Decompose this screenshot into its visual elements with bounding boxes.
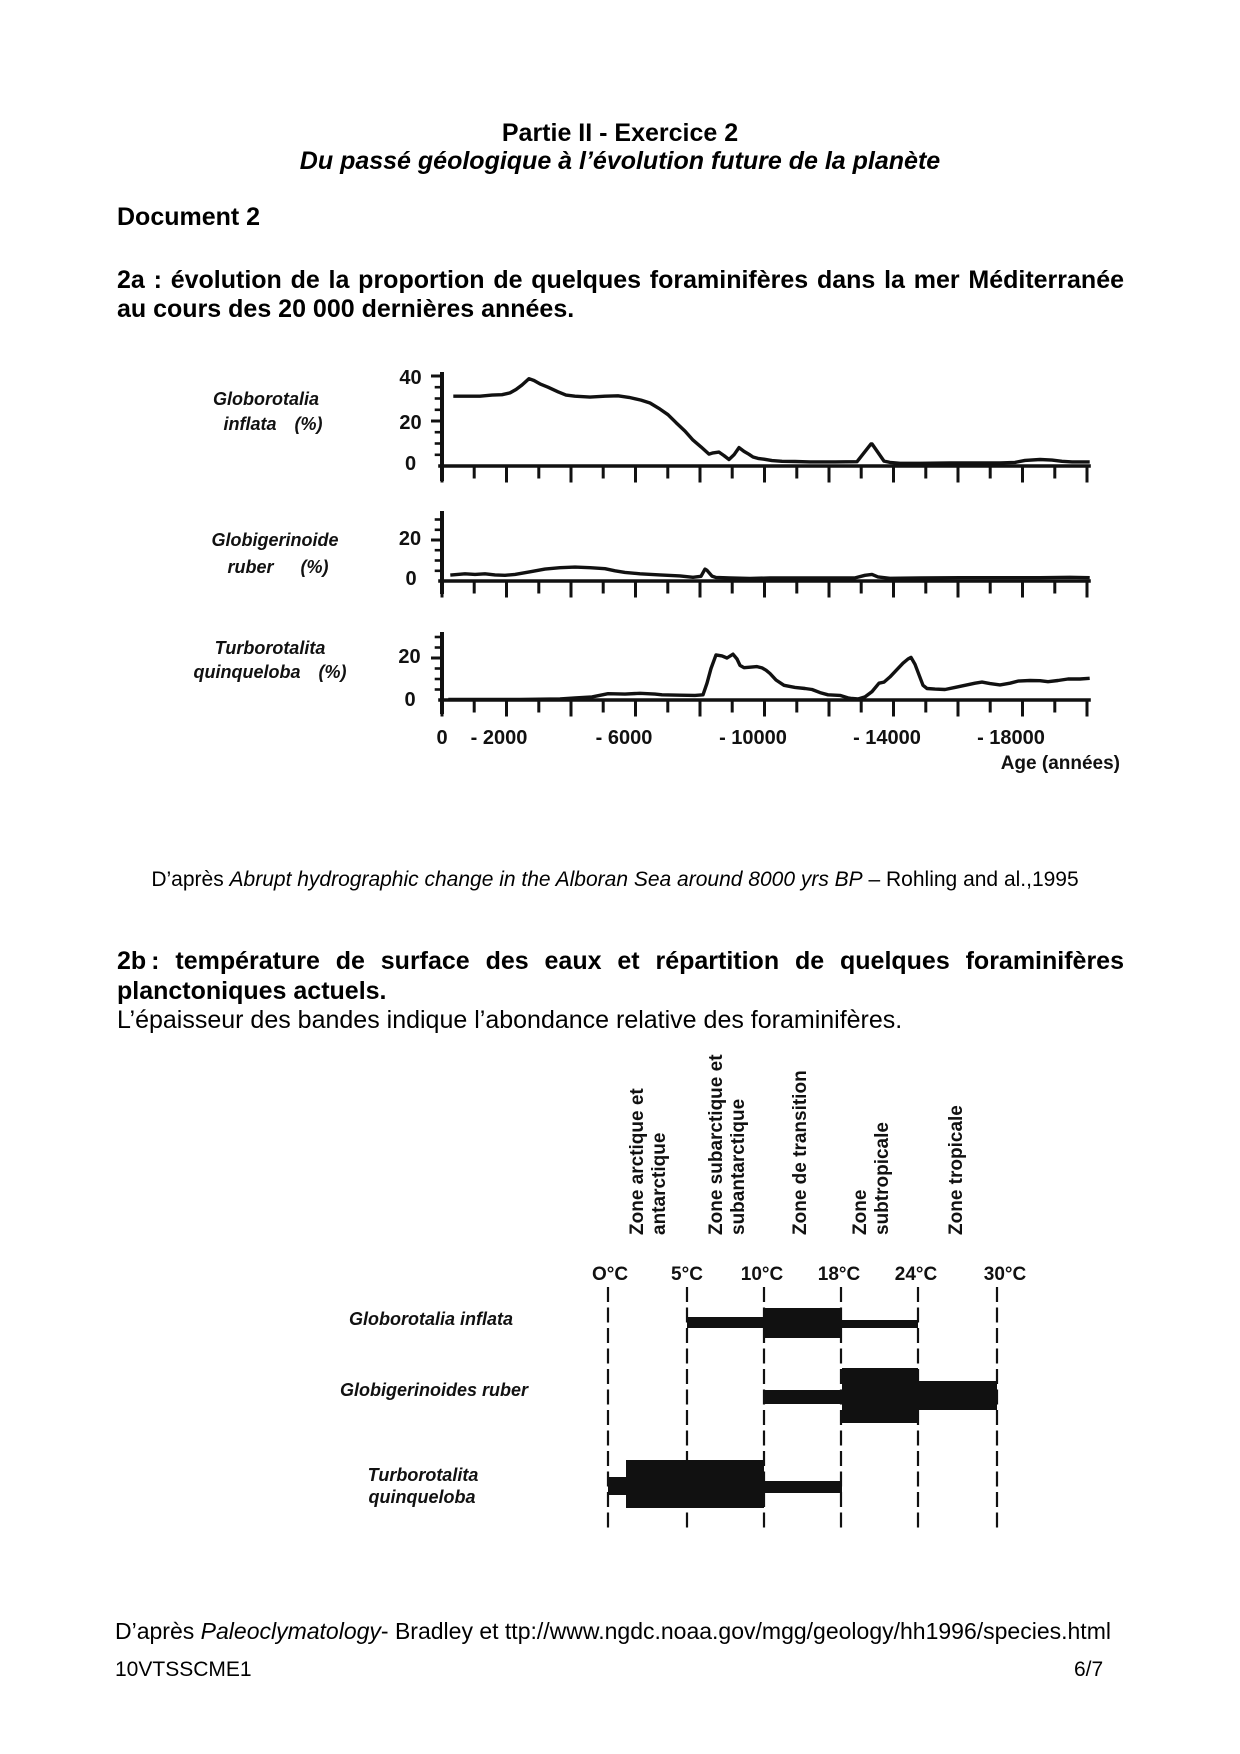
svg-text:antarctique: antarctique [649, 1133, 670, 1235]
svg-text:Age (années): Age (années) [1001, 753, 1120, 774]
svg-text:O°C: O°C [592, 1264, 628, 1285]
svg-text:Zone: Zone [850, 1190, 871, 1235]
svg-text:Globorotalia inflata: Globorotalia inflata [349, 1309, 513, 1329]
svg-text:- 2000: - 2000 [471, 727, 528, 749]
svg-text:Globigerinoide: Globigerinoide [211, 530, 338, 550]
svg-text:0: 0 [404, 689, 415, 711]
svg-text:- 10000: - 10000 [719, 727, 787, 749]
svg-text:10°C: 10°C [741, 1264, 784, 1285]
svg-text:quinqueloba: quinqueloba [369, 1487, 476, 1507]
svg-text:Globigerinoides ruber: Globigerinoides ruber [340, 1380, 529, 1400]
svg-text:30°C: 30°C [984, 1264, 1027, 1285]
svg-text:subtropicale: subtropicale [872, 1122, 893, 1235]
svg-text:18°C: 18°C [818, 1264, 861, 1285]
svg-text:5°C: 5°C [671, 1264, 703, 1285]
svg-text:quinqueloba (%): quinqueloba (%) [194, 662, 347, 682]
svg-text:20: 20 [399, 412, 421, 434]
svg-text:24°C: 24°C [895, 1264, 938, 1285]
svg-text:Turborotalita: Turborotalita [215, 638, 326, 658]
svg-text:subantarctique: subantarctique [728, 1099, 749, 1235]
svg-text:Globorotalia: Globorotalia [213, 389, 319, 409]
svg-text:Turborotalita: Turborotalita [368, 1465, 479, 1485]
svg-text:Zone de transition: Zone de transition [790, 1070, 811, 1235]
svg-text:40: 40 [399, 367, 421, 389]
svg-text:Zone tropicale: Zone tropicale [946, 1105, 967, 1235]
svg-text:0: 0 [405, 453, 416, 475]
svg-text:20: 20 [398, 646, 420, 668]
svg-text:20: 20 [399, 528, 421, 550]
svg-text:- 18000: - 18000 [977, 727, 1045, 749]
svg-text:ruber (%): ruber (%) [227, 557, 328, 577]
svg-text:0: 0 [405, 568, 416, 590]
svg-text:0: 0 [436, 727, 447, 749]
svg-text:Zone subarctique et: Zone subarctique et [706, 1054, 727, 1235]
svg-text:- 6000: - 6000 [596, 727, 653, 749]
svg-text:Zone arctique et: Zone arctique et [627, 1088, 648, 1235]
svg-text:inflata (%): inflata (%) [224, 414, 323, 434]
svg-text:- 14000: - 14000 [853, 727, 921, 749]
